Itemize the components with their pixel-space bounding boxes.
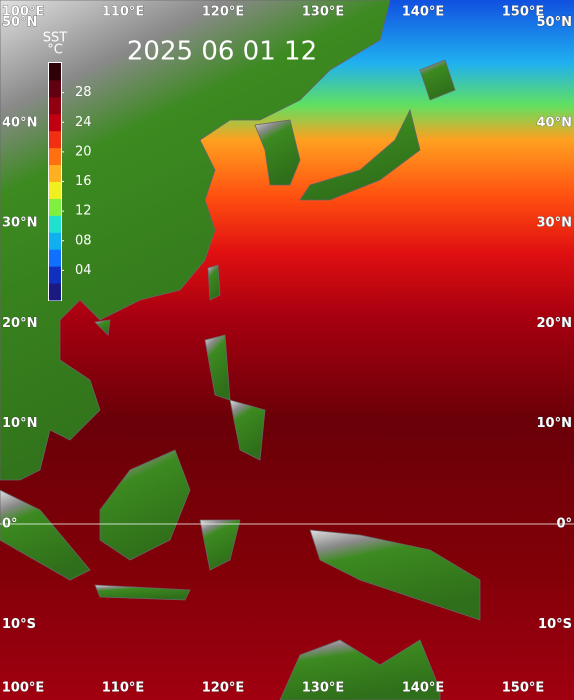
colorbar-segment	[49, 96, 61, 115]
lon-label-top: 120°E	[202, 5, 245, 20]
java	[94, 584, 191, 601]
lat-label-right: 10°N	[537, 416, 572, 431]
colorbar-segment	[49, 130, 61, 149]
lat-label-right: 10°S	[538, 617, 572, 632]
asia-mainland	[0, 0, 391, 481]
lat-label-right: 30°N	[537, 216, 572, 231]
mindanao	[229, 399, 266, 461]
colorbar-tick-label: 16	[75, 174, 92, 189]
lat-label-left: 0°	[2, 517, 18, 532]
lon-label-bottom: 140°E	[402, 681, 445, 696]
colorbar-segment	[49, 249, 61, 267]
colorbar-tick-label: 12	[75, 204, 92, 219]
lat-label-left: 10°N	[2, 416, 37, 431]
colorbar-segment	[49, 198, 61, 216]
colorbar-tick-label: 08	[75, 233, 92, 248]
hainan	[94, 319, 111, 336]
colorbar-segment	[49, 215, 61, 233]
colorbar-segment	[49, 79, 61, 98]
map-title: 2025 06 01 12	[127, 37, 317, 67]
sumatra	[0, 489, 91, 581]
colorbar-label: °C	[47, 43, 63, 58]
colorbar-label: SST	[43, 31, 68, 46]
lat-label-right: 20°N	[537, 316, 572, 331]
lon-label-bottom: 130°E	[302, 681, 345, 696]
lon-label-top: 140°E	[402, 5, 445, 20]
australia	[279, 639, 441, 700]
taiwan	[207, 264, 221, 301]
korea	[254, 119, 301, 186]
lat-label-right: 0°	[556, 517, 572, 532]
honshu	[299, 108, 421, 201]
colorbar-segment	[49, 283, 61, 301]
sulawesi	[199, 519, 241, 571]
lat-label-left: 50°N	[2, 15, 37, 30]
land	[0, 0, 481, 700]
colorbar-segment	[49, 232, 61, 250]
lon-label-top: 110°E	[102, 5, 145, 20]
lon-label-bottom: 100°E	[2, 681, 45, 696]
lon-label-top: 150°E	[502, 5, 545, 20]
colorbar-segment	[49, 63, 61, 81]
lat-label-left: 30°N	[2, 216, 37, 231]
lon-label-top: 130°E	[302, 5, 345, 20]
borneo	[99, 449, 191, 561]
colorbar-tick-label: 04	[75, 263, 92, 278]
colorbar-tick-label: 28	[75, 85, 92, 100]
lon-label-top: 100°E	[2, 5, 45, 20]
lat-label-left: 40°N	[2, 115, 37, 130]
colorbar-segment	[49, 147, 61, 166]
colorbar-tick-label: 20	[75, 144, 92, 159]
colorbar-segment	[49, 266, 61, 284]
hokkaido	[419, 59, 456, 101]
new-guinea	[309, 529, 481, 621]
lon-label-bottom: 110°E	[102, 681, 145, 696]
lon-label-bottom: 150°E	[502, 681, 545, 696]
colorbar-segment	[49, 113, 61, 132]
lon-label-bottom: 120°E	[202, 681, 245, 696]
lat-label-left: 10°S	[2, 617, 36, 632]
lat-label-left: 20°N	[2, 316, 37, 331]
lat-label-right: 50°N	[537, 15, 572, 30]
lat-label-right: 40°N	[537, 115, 572, 130]
colorbar-segment	[49, 164, 61, 182]
colorbar-tick-label: 24	[75, 115, 92, 130]
colorbar-segment	[49, 181, 61, 199]
